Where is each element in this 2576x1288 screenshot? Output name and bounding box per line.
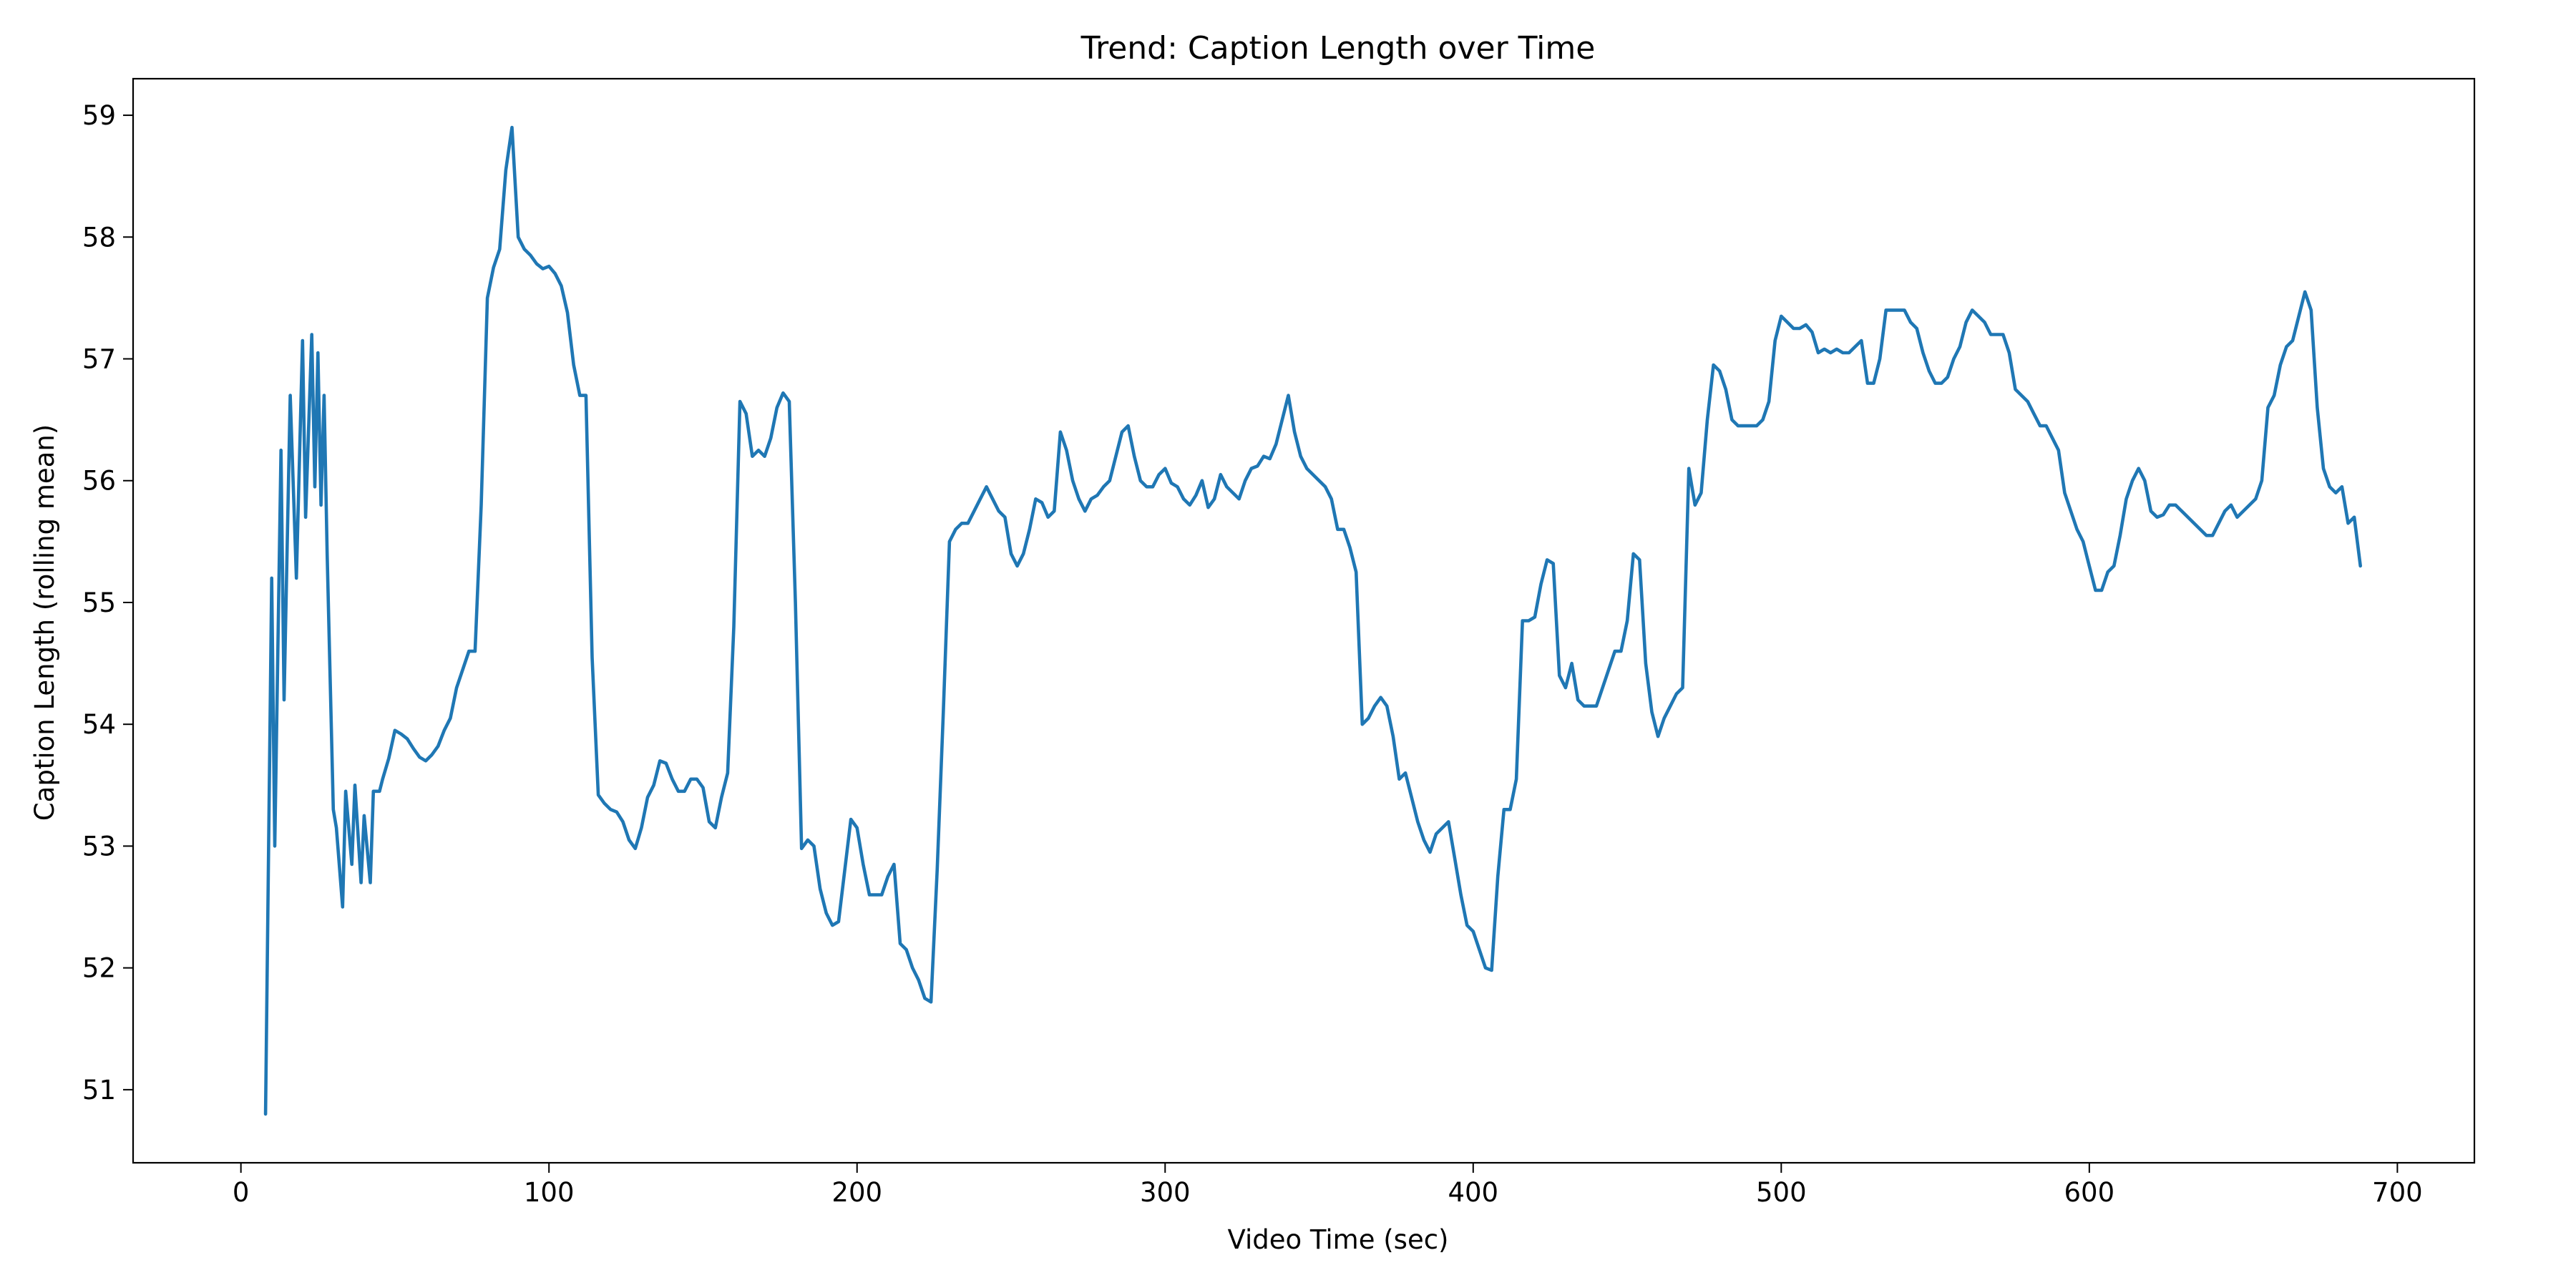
y-tick-label: 58 (82, 222, 116, 253)
y-tick-label: 59 (82, 100, 116, 131)
y-tick-label: 54 (82, 709, 116, 740)
x-axis-label: Video Time (sec) (1228, 1224, 1449, 1255)
plot-area (132, 77, 2476, 1164)
x-tick-label: 400 (1448, 1177, 1498, 1208)
y-tick-label: 53 (82, 831, 116, 862)
x-tick-label: 0 (233, 1177, 250, 1208)
x-axis-ticks: 0 100 200 300 400 500 600 700 (233, 1163, 2423, 1208)
y-axis-label: Caption Length (rolling mean) (29, 424, 60, 821)
x-tick-label: 300 (1140, 1177, 1191, 1208)
axes-frame (132, 77, 2476, 1164)
x-tick-label: 500 (1756, 1177, 1807, 1208)
x-tick-label: 600 (2064, 1177, 2115, 1208)
y-tick-label: 56 (82, 466, 116, 497)
y-tick-label: 55 (82, 587, 116, 618)
x-tick-label: 100 (524, 1177, 575, 1208)
y-tick-label: 57 (82, 344, 116, 375)
series-line (263, 125, 2362, 1116)
x-tick-label: 200 (831, 1177, 882, 1208)
y-tick-label: 51 (82, 1075, 116, 1106)
y-tick-label: 52 (82, 953, 116, 984)
x-tick-label: 700 (2372, 1177, 2423, 1208)
chart-title: Trend: Caption Length over Time (1080, 30, 1596, 67)
y-axis-ticks: 51 52 53 54 55 56 57 58 59 (82, 100, 133, 1106)
